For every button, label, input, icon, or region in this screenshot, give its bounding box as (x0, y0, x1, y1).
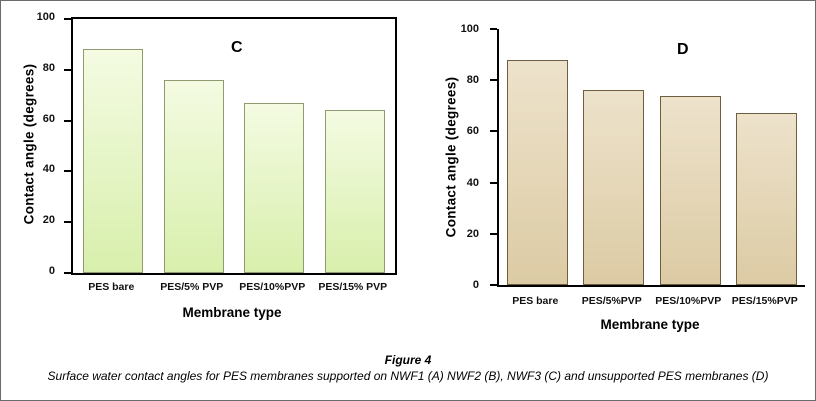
bar-pes-bare (506, 59, 568, 285)
x-category-label: PES/10%PVP (239, 281, 306, 293)
plot-area (64, 17, 397, 275)
y-tick-mark (490, 79, 497, 82)
x-category-label: PES bare (512, 295, 559, 307)
y-tick-mark (64, 68, 71, 71)
chart-panel-c: Contact angle (degrees) 0 20 40 60 80 100 C P… (19, 9, 411, 349)
x-category-label: PES bare (88, 281, 135, 293)
bar-pes-15-pvp (736, 113, 798, 285)
y-tick-mark (64, 119, 71, 122)
bar-pes-5-pvp (163, 79, 224, 273)
x-category-label: PES/15%PVP (731, 295, 798, 307)
x-category-label: PES/15% PVP (318, 281, 388, 293)
y-tick-mark (64, 221, 71, 224)
bar-pes-bare (83, 49, 144, 273)
y-tick-label: 80 (42, 61, 55, 74)
y-axis-ticks: 0 20 40 60 80 100 (439, 23, 489, 291)
y-tick-mark (490, 284, 497, 286)
bar-pes-10-pvp (244, 102, 305, 273)
chart-panel-d: Contact angle (degrees) 0 20 40 60 80 100 D P… (439, 17, 811, 357)
figure-caption: Figure 4 Surface water contact angles fo… (1, 353, 815, 383)
x-axis-categories: PES bare PES/5%PVP PES/10%PVP PES/15%PVP (497, 291, 803, 313)
y-tick-mark (490, 181, 497, 184)
y-tick-label: 20 (42, 214, 55, 227)
bar-pes-10-pvp (659, 95, 721, 285)
y-tick-label: 40 (42, 163, 55, 176)
panel-letter: C (231, 39, 243, 56)
y-tick-label: 60 (42, 112, 55, 125)
y-tick-mark (64, 170, 71, 173)
y-tick-label: 20 (466, 227, 479, 240)
y-tick-label: 0 (48, 265, 55, 277)
x-axis-categories: PES bare PES/5% PVP PES/10%PVP PES/15% PVP (71, 277, 393, 299)
bar-pes-5-pvp (583, 90, 645, 285)
y-tick-mark (64, 272, 71, 274)
y-tick-label: 60 (466, 125, 479, 138)
x-category-label: PES/10%PVP (655, 295, 722, 307)
y-tick-label: 40 (466, 176, 479, 189)
figure-caption-text: Surface water contact angles for PES mem… (47, 369, 769, 383)
y-tick-label: 100 (460, 23, 479, 35)
bar-pes-15-pvp (324, 110, 385, 273)
y-tick-label: 100 (36, 11, 55, 23)
y-tick-mark (490, 232, 497, 235)
y-axis-ticks: 0 20 40 60 80 100 (19, 11, 65, 277)
x-category-label: PES/5%PVP (581, 295, 642, 307)
x-category-label: PES/5% PVP (160, 281, 224, 293)
figure-caption-title: Figure 4 (384, 353, 432, 367)
y-tick-label: 80 (466, 74, 479, 87)
y-tick-mark (64, 18, 71, 20)
y-tick-mark (490, 28, 497, 30)
plot-area (490, 28, 805, 287)
y-tick-mark (490, 130, 497, 133)
panel-letter: D (677, 41, 689, 58)
x-axis-title: Membrane type (600, 317, 700, 332)
y-tick-label: 0 (472, 279, 479, 291)
x-axis-title: Membrane type (182, 305, 282, 320)
